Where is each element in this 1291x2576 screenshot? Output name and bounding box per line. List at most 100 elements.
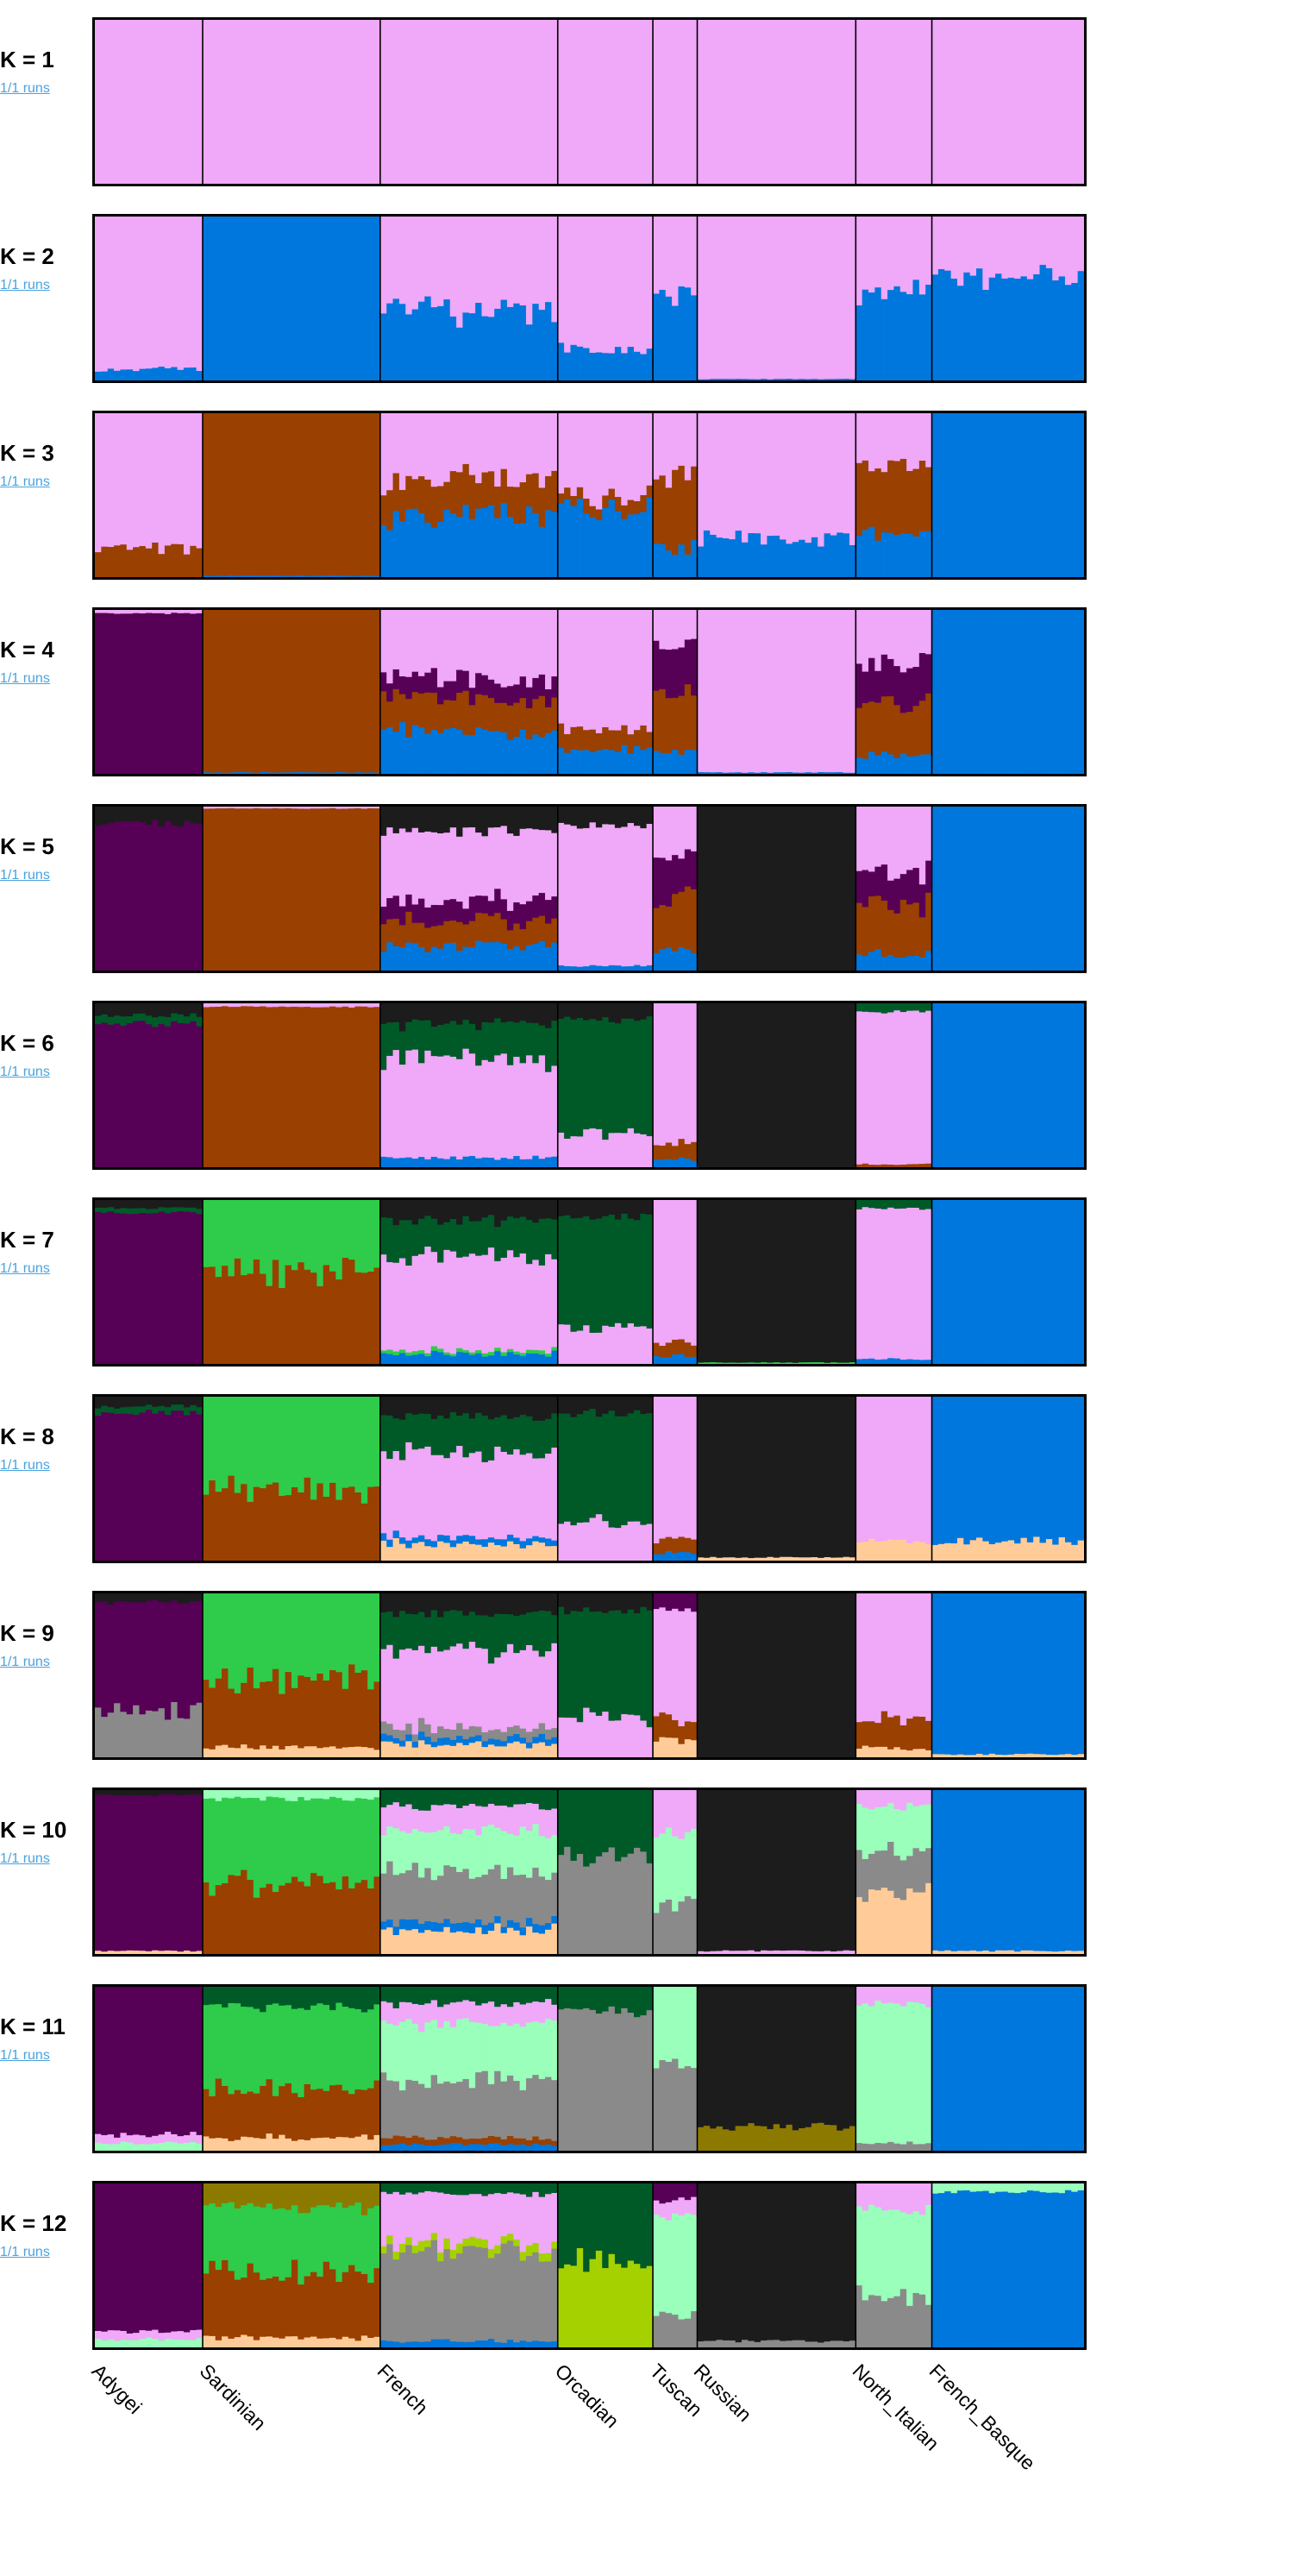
bar-segment-blue [963,272,971,381]
bar-segment-pink [906,1010,914,1165]
bar-segment-brown [316,1483,324,1561]
bar-segment-blue [899,753,907,775]
bar-segment-gray [684,1895,692,1955]
bar-segment-blue [1020,1987,1028,2152]
runs-link[interactable]: 1/1 runs [0,868,50,883]
bar-segment-darkgreen [881,1003,888,1014]
bar-segment-pink [703,1951,711,1955]
bar-segment-peach [874,1746,882,1758]
bar-segment-blue [360,772,368,775]
bar-segment-peach [697,1557,705,1561]
bar-segment-gray [525,2255,533,2342]
bar-segment-gray [411,2252,419,2342]
bar-segment-black [646,807,654,825]
bar-segment-black [152,807,160,820]
bar-segment-green [260,1397,267,1489]
bar-segment-pink [171,610,179,613]
bar-segment-peach [329,2337,336,2348]
bar-segment-green [335,2202,343,2283]
bar-segment-brown [234,1875,241,1955]
bar-segment-peach [545,1929,552,1955]
runs-link[interactable]: 1/1 runs [0,81,50,96]
bar-segment-black [114,1003,122,1016]
bar-segment-pink [513,1256,521,1352]
bar-segment-peach [316,1748,324,1758]
bar-segment-brown [354,1882,362,1955]
bar-segment-black [837,1397,844,1558]
bar-segment-pink [672,2200,680,2214]
bar-segment-blue [1052,610,1060,775]
bar-segment-blue [995,1987,1003,2152]
bar-segment-blue [500,732,508,775]
bar-segment-blue [234,575,241,578]
bar-segment-brown [304,1676,311,1747]
bar-segment-black [824,1987,831,2126]
bar-segment-blue [481,1157,489,1168]
runs-link[interactable]: 1/1 runs [0,2048,50,2063]
bar-segment-purple [899,873,907,901]
bar-segment-peach [329,1746,336,1758]
bar-segment-purple [691,851,699,889]
runs-link[interactable]: 1/1 runs [0,1065,50,1079]
bar-segment-lime [583,2271,591,2348]
bar-segment-black [557,807,565,823]
bar-segment-pink [329,807,336,808]
runs-link[interactable]: 1/1 runs [0,278,50,292]
bar-segment-blue [228,772,235,775]
bar-segment-blue [513,2341,521,2348]
bar-segment-black [741,807,749,971]
bar-segment-mint [950,2183,958,2194]
bar-segment-pink [551,217,559,323]
bar-segment-darkgreen [868,1003,875,1013]
bar-segment-blue [773,535,780,578]
bar-segment-blue [995,1790,1003,1951]
bar-segment-peach [937,1754,945,1758]
bar-segment-peach [398,1929,406,1955]
bar-segment-black [761,1003,768,1168]
runs-link[interactable]: 1/1 runs [0,2245,50,2259]
runs-link[interactable]: 1/1 runs [0,474,50,489]
bar-segment-darkgreen [551,1614,559,1643]
bar-segment-gray [487,1730,495,1739]
bar-segment-brown [379,924,387,952]
bar-segment-mint [1026,2183,1034,2191]
bar-segment-pink [1007,217,1015,278]
bar-segment-mint [665,1987,673,2062]
bar-segment-gray [500,1731,508,1742]
bar-segment-pink [659,1200,667,1347]
bar-segment-black [716,1987,724,2127]
runs-link[interactable]: 1/1 runs [0,1851,50,1866]
bar-segment-pink [912,807,920,869]
runs-link[interactable]: 1/1 runs [0,1261,50,1276]
bar-segment-peach [538,1742,546,1758]
bar-segment-blue [386,1735,394,1742]
bar-segment-darkgreen [405,1790,413,1805]
bar-segment-peach [354,1746,362,1758]
bar-segment-mint [988,2183,996,2194]
bar-segment-blue [551,511,559,578]
bar-segment-gray [792,2340,799,2348]
bar-segment-blue [1026,1397,1034,1542]
runs-link[interactable]: 1/1 runs [0,1655,50,1669]
bar-segment-blue [494,2142,502,2152]
bar-segment-purple [95,2183,102,2331]
bar-segment-green [202,1200,210,1267]
bar-segment-darkgreen [925,1003,933,1011]
bar-segment-pink [475,1255,483,1351]
bar-segment-blue [494,1915,502,1924]
bar-segment-pink [525,1055,533,1159]
bar-segment-darkgreen [190,1207,197,1213]
bar-segment-black [583,1003,591,1021]
bar-segment-gray [855,2284,863,2348]
runs-link[interactable]: 1/1 runs [0,1458,50,1473]
runs-link[interactable]: 1/1 runs [0,671,50,686]
bar-segment-gray [912,1847,920,1893]
bar-segment-blue [931,1593,939,1755]
bar-segment-blue [633,745,641,775]
bar-segment-blue [398,1536,406,1544]
bar-segment-darkgreen [602,1790,610,1853]
bar-segment-purple [120,1794,128,1951]
bar-segment-pink [551,1065,559,1157]
bar-segment-brown [228,1276,235,1365]
bar-segment-pink [931,20,939,185]
